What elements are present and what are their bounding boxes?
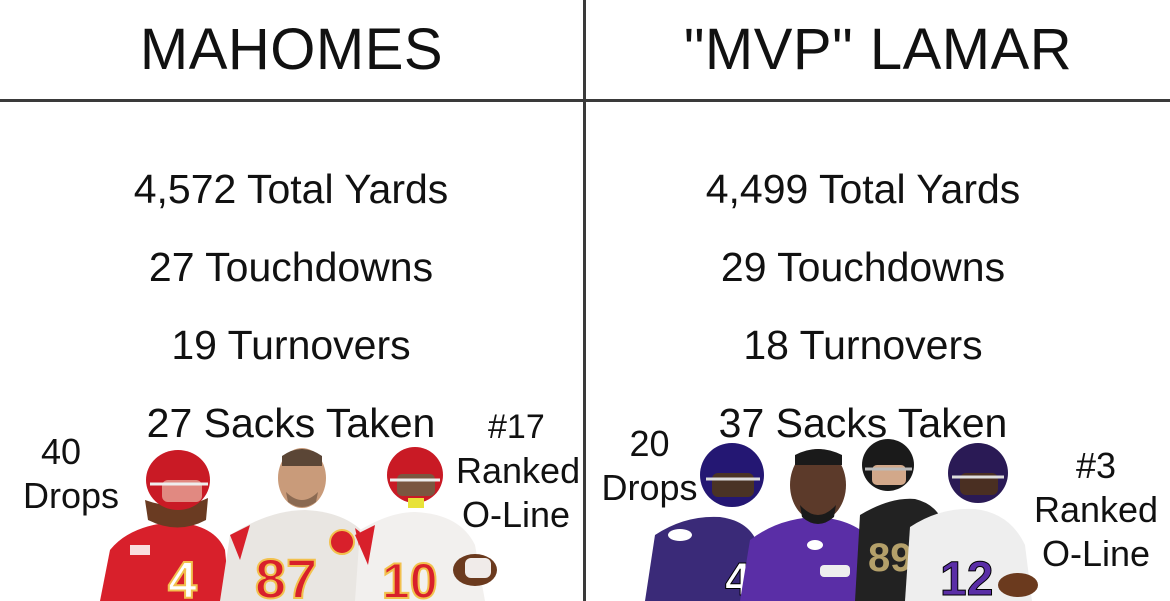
right-drops-label: Drops (601, 467, 698, 508)
left-drops-label: Drops (22, 475, 120, 516)
chiefs-player-87-jersey: 87 (255, 547, 317, 601)
chiefs-player-4-jersey: 4 (168, 552, 197, 601)
left-stats-list: 4,572 Total Yards 27 Touchdowns 19 Turno… (0, 150, 583, 462)
right-stats-list: 4,499 Total Yards 29 Touchdowns 18 Turno… (571, 150, 1155, 462)
left-drops-number: 40 (40, 431, 82, 472)
right-oline-note: #3 Ranked O-Line (1022, 444, 1170, 576)
left-column-title: MAHOMES (139, 17, 444, 82)
right-drops-note: 20 Drops (592, 422, 707, 510)
left-stat-sacks: 27 Sacks Taken (146, 400, 436, 446)
chiefs-player-87: 87 (220, 448, 380, 601)
right-oline-rank: #3 (1075, 445, 1117, 486)
right-column-title: "MVP" LAMAR (683, 17, 1073, 82)
chiefs-players-image: 4 87 10 (100, 447, 497, 601)
right-drops-number: 20 (629, 423, 670, 464)
ravens-player-12: 12 (905, 443, 1038, 601)
right-stat-turnovers: 18 Turnovers (743, 322, 983, 368)
ravens-players-image: 4 89 12 (645, 439, 1038, 601)
left-stat-turnovers: 19 Turnovers (171, 322, 411, 368)
left-stat-total-yards: 4,572 Total Yards (133, 166, 449, 212)
left-oline-note: #17 Ranked O-Line (448, 405, 588, 537)
left-stat-touchdowns: 27 Touchdowns (148, 244, 434, 290)
chiefs-player-10: 10 (355, 447, 497, 601)
right-oline-label: O-Line (1041, 533, 1151, 574)
ravens-player-89-jersey: 89 (868, 536, 913, 580)
right-stat-total-yards: 4,499 Total Yards (705, 166, 1021, 212)
left-drops-note: 40 Drops (6, 430, 136, 518)
column-divider (583, 0, 586, 601)
right-oline-ranked: Ranked (1033, 489, 1159, 530)
chiefs-player-10-jersey: 10 (382, 553, 438, 601)
chiefs-player-4: 4 (100, 450, 230, 601)
right-stat-touchdowns: 29 Touchdowns (720, 244, 1006, 290)
left-oline-label: O-Line (462, 494, 571, 535)
ravens-player-12-jersey: 12 (940, 553, 993, 601)
right-stat-sacks: 37 Sacks Taken (718, 400, 1008, 446)
ravens-player-purple (740, 449, 880, 601)
left-oline-rank: #17 (488, 408, 545, 446)
left-oline-ranked: Ranked (456, 450, 581, 491)
